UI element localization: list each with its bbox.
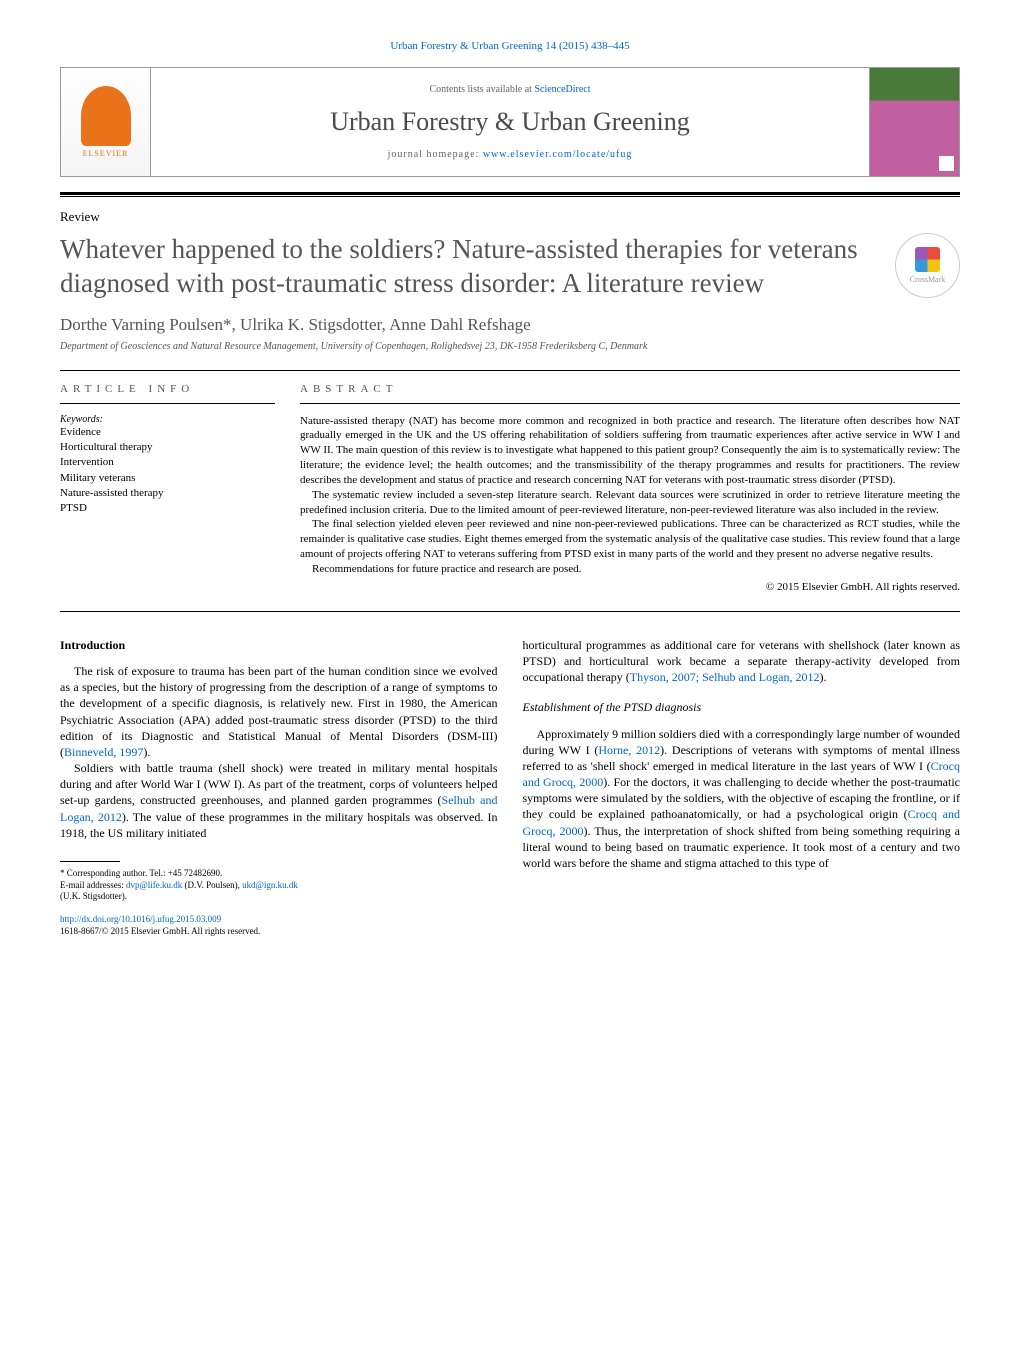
corresponding-author-footnote: * Corresponding author. Tel.: +45 724826… bbox=[60, 868, 498, 903]
abstract-p2: The systematic review included a seven-s… bbox=[300, 488, 960, 518]
divider bbox=[60, 192, 960, 195]
contents-prefix: Contents lists available at bbox=[429, 84, 534, 95]
journal-cover-thumbnail[interactable] bbox=[869, 68, 959, 176]
left-column: Introduction The risk of exposure to tra… bbox=[60, 637, 498, 938]
elsevier-text: ELSEVIER bbox=[83, 149, 129, 158]
journal-reference: Urban Forestry & Urban Greening 14 (2015… bbox=[60, 40, 960, 52]
doi-link[interactable]: http://dx.doi.org/10.1016/j.ufug.2015.03… bbox=[60, 914, 221, 924]
abstract-p1: Nature-assisted therapy (NAT) has become… bbox=[300, 414, 960, 488]
corr-author: * Corresponding author. Tel.: +45 724826… bbox=[60, 868, 498, 880]
crossmark-label: CrossMark bbox=[910, 275, 946, 284]
body-paragraph: Soldiers with battle trauma (shell shock… bbox=[60, 760, 498, 841]
abstract-label: abstract bbox=[300, 371, 960, 404]
article-type: Review bbox=[60, 209, 960, 225]
authors: Dorthe Varning Poulsen*, Ulrika K. Stigs… bbox=[60, 315, 960, 335]
abstract-text: Nature-assisted therapy (NAT) has become… bbox=[300, 414, 960, 577]
body-paragraph: The risk of exposure to trauma has been … bbox=[60, 663, 498, 760]
sciencedirect-link[interactable]: ScienceDirect bbox=[534, 84, 590, 95]
elsevier-logo[interactable]: ELSEVIER bbox=[61, 68, 151, 176]
issn-line: 1618-8667/© 2015 Elsevier GmbH. All righ… bbox=[60, 925, 498, 937]
journal-header: ELSEVIER Contents lists available at Sci… bbox=[60, 67, 960, 177]
keyword: Intervention bbox=[60, 455, 275, 470]
abstract-p3: The final selection yielded eleven peer … bbox=[300, 517, 960, 562]
article-info-column: article info Keywords: Evidence Horticul… bbox=[60, 371, 300, 593]
body-paragraph: Approximately 9 million soldiers died wi… bbox=[523, 726, 961, 872]
article-info-label: article info bbox=[60, 371, 275, 404]
doi-section: http://dx.doi.org/10.1016/j.ufug.2015.03… bbox=[60, 913, 498, 937]
body-paragraph: horticultural programmes as additional c… bbox=[523, 637, 961, 686]
copyright: © 2015 Elsevier GmbH. All rights reserve… bbox=[300, 581, 960, 593]
keyword: Nature-assisted therapy bbox=[60, 486, 275, 501]
homepage-link[interactable]: www.elsevier.com/locate/ufug bbox=[483, 149, 633, 160]
keyword: Military veterans bbox=[60, 471, 275, 486]
right-column: horticultural programmes as additional c… bbox=[523, 637, 961, 938]
citation-link[interactable]: Horne, 2012 bbox=[598, 743, 660, 757]
body-text: Introduction The risk of exposure to tra… bbox=[60, 637, 960, 938]
keyword: Evidence bbox=[60, 425, 275, 440]
header-center: Contents lists available at ScienceDirec… bbox=[151, 74, 869, 170]
subheading: Establishment of the PTSD diagnosis bbox=[523, 699, 961, 715]
footnote-divider bbox=[60, 861, 120, 862]
email-link[interactable]: dvp@life.ku.dk bbox=[126, 880, 182, 890]
keyword: Horticultural therapy bbox=[60, 440, 275, 455]
homepage-prefix: journal homepage: bbox=[388, 149, 483, 160]
keyword: PTSD bbox=[60, 501, 275, 516]
article-title: Whatever happened to the soldiers? Natur… bbox=[60, 233, 875, 301]
introduction-heading: Introduction bbox=[60, 637, 498, 653]
crossmark-icon bbox=[915, 247, 940, 272]
homepage-line: journal homepage: www.elsevier.com/locat… bbox=[161, 149, 859, 160]
journal-name: Urban Forestry & Urban Greening bbox=[161, 107, 859, 137]
divider bbox=[60, 196, 960, 197]
crossmark-badge[interactable]: CrossMark bbox=[895, 233, 960, 298]
contents-available: Contents lists available at ScienceDirec… bbox=[161, 84, 859, 95]
abstract-column: abstract Nature-assisted therapy (NAT) h… bbox=[300, 371, 960, 593]
citation-link[interactable]: Thyson, 2007; Selhub and Logan, 2012 bbox=[630, 670, 820, 684]
elsevier-tree-icon bbox=[81, 86, 131, 146]
email-link[interactable]: ukd@ign.ku.dk bbox=[242, 880, 298, 890]
affiliation: Department of Geosciences and Natural Re… bbox=[60, 341, 960, 352]
abstract-p4: Recommendations for future practice and … bbox=[300, 562, 960, 577]
email-name: (U.K. Stigsdotter). bbox=[60, 891, 498, 903]
citation-link[interactable]: Binneveld, 1997 bbox=[64, 745, 143, 759]
keywords-label: Keywords: bbox=[60, 414, 275, 425]
email-line: E-mail addresses: dvp@life.ku.dk (D.V. P… bbox=[60, 880, 498, 892]
divider bbox=[60, 611, 960, 612]
